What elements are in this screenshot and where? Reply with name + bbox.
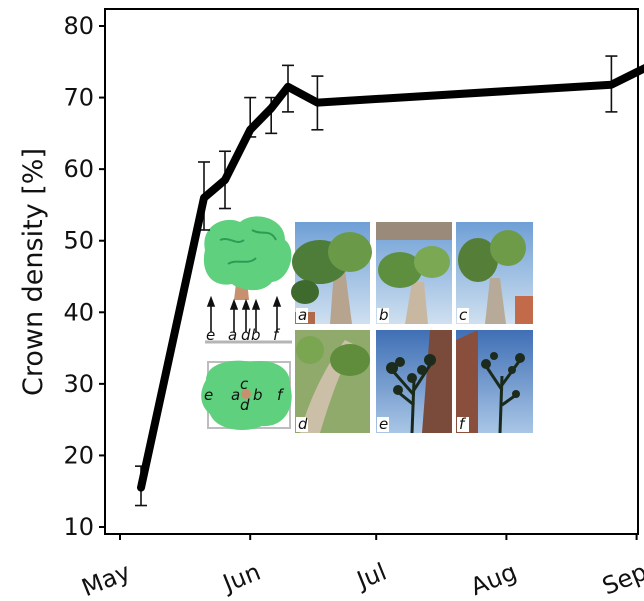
x-tick-label: May [78,558,135,601]
side-view-letter: e [206,326,215,344]
y-tick-label: 40 [63,298,94,326]
top-view-letter: a [231,386,240,404]
photo-label: b [379,306,389,324]
top-view-letter: e [204,386,213,404]
data-point [248,127,253,132]
data-point [269,106,274,111]
photo-label-background [296,417,308,432]
x-tick-label: Aug [467,558,521,601]
x-axis: MayJunJulAugSepOctNovDec [78,534,644,601]
series-points [139,82,614,490]
photo-label-background [296,308,308,323]
y-tick-label: 10 [63,513,94,541]
data-point [223,177,227,182]
y-tick-label: 70 [63,84,94,112]
side-view-letter: f [273,326,281,344]
x-tick-label: Sep [598,558,644,601]
plot-area-frame [104,8,639,535]
data-point [286,84,290,89]
side-view-letter: a [228,326,237,344]
photo-f [456,330,533,434]
x-tick-label: Jul [351,558,390,596]
data-point [609,82,614,87]
photo-label: a [298,306,307,324]
photo-label-background [377,417,389,432]
photo-label: d [298,415,308,433]
photo-c [456,222,533,324]
photo-label: e [379,415,388,433]
y-tick-label: 30 [63,370,94,398]
y-tick-label: 80 [63,12,94,40]
series-line-crown-density [137,64,644,492]
data-point [139,485,143,490]
photo-d [295,330,370,433]
photo-label: c [459,306,468,324]
y-tick-label: 20 [63,441,94,469]
data-point [315,100,320,105]
x-tick-label: Jun [217,558,264,599]
photo-label-background [457,417,469,432]
photo-label-background [457,308,469,323]
top-view-letter: d [240,396,250,414]
top-view-letter: c [240,375,249,393]
top-view-letter: b [253,386,263,404]
photo-e [376,330,452,434]
y-axis: 10 20 30 40 50 60 70 80 [63,12,105,541]
side-view-letter: d [241,326,251,344]
y-axis-label: Crown density [%] [18,148,49,396]
tree-photo-grid: a b c d e f [291,222,533,434]
data-point [202,195,206,200]
photo-a [291,222,372,324]
top-view-letter: f [277,386,285,404]
photo-label-background [377,308,389,323]
photo-b [376,222,452,324]
y-tick-label: 60 [63,155,94,183]
side-view-letter: b [251,326,261,344]
y-tick-label: 50 [63,227,94,255]
photo-label: f [459,415,467,433]
